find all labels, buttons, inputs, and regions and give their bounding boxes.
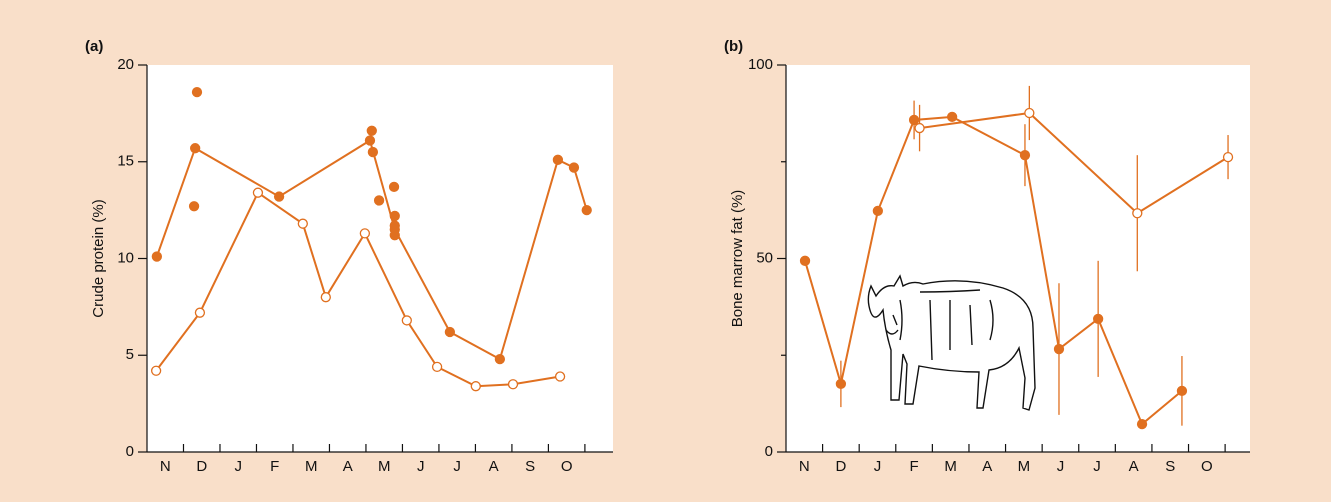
data-point: [359, 228, 371, 239]
data-point: [1053, 343, 1065, 355]
y-tick-label: 15: [117, 153, 134, 170]
y-tick-label: 20: [117, 56, 134, 73]
x-tick-label: N: [160, 458, 171, 475]
data-point: [552, 154, 564, 165]
data-point: [1132, 208, 1143, 219]
data-point: [373, 195, 385, 206]
data-point: [188, 201, 200, 212]
x-tick-label: A: [982, 458, 992, 475]
data-point: [194, 307, 206, 318]
x-tick-label: A: [489, 458, 499, 475]
data-point: [320, 292, 331, 303]
x-tick-label: J: [1093, 458, 1101, 475]
x-tick-label: A: [343, 458, 353, 475]
x-tick-label: A: [1129, 458, 1139, 475]
data-point: [444, 326, 456, 338]
data-point: [1024, 107, 1035, 119]
y-axis-label: Bone marrow fat (%): [729, 190, 746, 328]
data-point: [872, 205, 883, 217]
x-tick-label: J: [453, 458, 461, 475]
panel-label: (a): [85, 38, 103, 55]
x-tick-label: J: [874, 458, 882, 475]
x-tick-label: F: [909, 458, 918, 475]
plot-area: [147, 65, 613, 452]
x-tick-label: M: [305, 458, 318, 475]
y-tick-label: 10: [117, 249, 134, 266]
data-point: [191, 86, 203, 98]
panel-label: (b): [724, 38, 743, 55]
data-point: [914, 122, 925, 134]
data-point: [389, 220, 400, 231]
data-point: [366, 125, 377, 136]
data-point: [1092, 313, 1104, 325]
x-tick-label: S: [525, 458, 535, 475]
data-point: [835, 378, 847, 390]
data-point: [252, 187, 264, 198]
y-tick-label: 50: [756, 249, 773, 266]
data-point: [190, 143, 201, 154]
data-point: [1222, 151, 1234, 163]
data-point: [431, 361, 443, 373]
x-tick-label: N: [799, 458, 810, 475]
data-point: [470, 381, 481, 392]
x-tick-label: M: [944, 458, 957, 475]
data-point: [554, 371, 566, 382]
data-point: [1176, 385, 1188, 397]
x-tick-label: J: [234, 458, 242, 475]
series-line: [155, 138, 588, 361]
data-point: [150, 365, 162, 376]
x-tick-label: M: [1018, 458, 1031, 475]
y-axis-label: Crude protein (%): [90, 199, 107, 317]
data-point: [581, 204, 592, 216]
x-tick-label: D: [835, 458, 846, 475]
data-point: [946, 111, 958, 123]
wildebeest-sketch: [867, 274, 1036, 411]
data-point: [273, 191, 285, 202]
series-line: [804, 115, 1183, 426]
data-point: [908, 114, 920, 126]
y-tick-label: 0: [126, 443, 134, 460]
y-tick-label: 100: [748, 56, 773, 73]
x-tick-label: F: [270, 458, 279, 475]
x-tick-label: O: [561, 458, 573, 475]
x-tick-label: M: [378, 458, 391, 475]
y-tick-label: 5: [126, 346, 134, 363]
data-point: [151, 251, 163, 262]
x-tick-label: S: [1165, 458, 1175, 475]
data-point: [799, 255, 811, 266]
x-tick-label: J: [1057, 458, 1065, 475]
data-point: [367, 146, 379, 158]
data-point: [1019, 150, 1031, 161]
y-tick-label: 0: [765, 443, 773, 460]
data-point: [1136, 418, 1148, 430]
data-point: [401, 315, 412, 326]
plot-area: [786, 65, 1250, 452]
x-tick-label: J: [417, 458, 425, 475]
data-point: [389, 230, 400, 241]
data-point: [389, 210, 400, 222]
data-point: [388, 181, 400, 193]
data-point: [494, 353, 506, 365]
series-line: [919, 111, 1229, 215]
data-point: [507, 379, 519, 390]
data-point: [364, 135, 376, 146]
data-point: [297, 218, 308, 229]
x-tick-label: O: [1201, 458, 1213, 475]
data-point: [568, 162, 580, 173]
x-tick-label: D: [196, 458, 207, 475]
